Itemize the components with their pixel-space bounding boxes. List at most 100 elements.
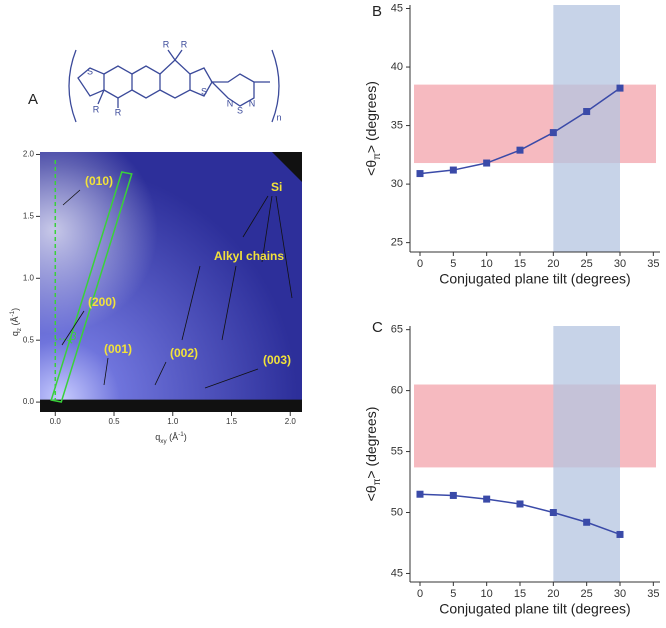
x-tick-label: 0.0 bbox=[50, 417, 62, 426]
atom-label: S bbox=[201, 86, 207, 96]
panel-label: B bbox=[372, 3, 382, 20]
axis-label-part: -1 bbox=[178, 431, 184, 438]
x-tick-label: 10 bbox=[481, 588, 493, 600]
atom-label: N bbox=[227, 98, 234, 108]
marker bbox=[416, 170, 424, 178]
axis-label-part: (Å bbox=[167, 432, 179, 442]
x-tick-label: 15 bbox=[514, 588, 526, 600]
atom-label: R bbox=[115, 107, 122, 117]
x-tick-label: 30 bbox=[614, 258, 626, 270]
atom-label: S bbox=[87, 66, 93, 76]
leader-line bbox=[103, 357, 109, 386]
marker bbox=[616, 530, 624, 538]
axis-label-part: <θ bbox=[363, 485, 379, 501]
axis-label: <θπ> (degrees) bbox=[363, 81, 383, 176]
y-tick-label: 60 bbox=[391, 385, 403, 397]
atom-label: N bbox=[249, 98, 256, 108]
x-tick-label: 20 bbox=[547, 258, 559, 270]
x-tick-label: 25 bbox=[581, 588, 593, 600]
y-tick-label: 25 bbox=[391, 237, 403, 249]
axis-label-part: > (degrees) bbox=[363, 81, 379, 153]
leader-line bbox=[181, 265, 201, 341]
atom-label: R bbox=[163, 39, 170, 49]
axis-label-part: q bbox=[10, 331, 20, 336]
leader-line bbox=[221, 265, 237, 341]
y-tick-label: 45 bbox=[391, 2, 403, 14]
band bbox=[553, 326, 620, 582]
marker bbox=[549, 129, 557, 137]
annotation: β bbox=[69, 331, 77, 343]
marker bbox=[549, 509, 557, 517]
leader-line bbox=[204, 368, 259, 389]
axis-label-part: ) bbox=[10, 308, 20, 311]
x-tick-label: 5 bbox=[450, 258, 456, 270]
x-tick-label: 20 bbox=[547, 588, 559, 600]
marker bbox=[516, 146, 524, 154]
beamstop-shadow bbox=[40, 399, 302, 412]
integration-box bbox=[50, 171, 133, 403]
x-tick-label: 15 bbox=[514, 258, 526, 270]
x-tick-label: 35 bbox=[647, 588, 659, 600]
y-tick-label: 50 bbox=[391, 506, 403, 518]
x-tick-label: 2.0 bbox=[285, 417, 297, 426]
marker bbox=[583, 108, 591, 116]
x-tick-label: 30 bbox=[614, 588, 626, 600]
atom-label: R bbox=[181, 39, 188, 49]
x-tick-label: 25 bbox=[581, 258, 593, 270]
axis-label-part: z bbox=[16, 328, 23, 331]
y-tick-label: 0.0 bbox=[23, 397, 35, 406]
leader-line bbox=[261, 195, 273, 263]
y-tick-label: 30 bbox=[391, 178, 403, 190]
axis-label-part: q bbox=[155, 432, 160, 442]
leader-line bbox=[275, 195, 293, 299]
x-tick-label: 5 bbox=[450, 588, 456, 600]
x-tick-label: 0.5 bbox=[108, 417, 120, 426]
annotation: Alkyl chains bbox=[214, 249, 284, 263]
axis-label: <θπ> (degrees) bbox=[363, 407, 383, 502]
axis-label-part: > (degrees) bbox=[363, 407, 379, 479]
panel-label: C bbox=[372, 319, 383, 336]
axis-label-part: xy bbox=[160, 438, 167, 445]
atom-label: n bbox=[276, 112, 281, 122]
leader-line bbox=[154, 361, 167, 386]
annotation: Si bbox=[271, 180, 282, 194]
band bbox=[553, 5, 620, 252]
axis-label-part: <θ bbox=[363, 160, 379, 176]
y-tick-label: 40 bbox=[391, 61, 403, 73]
annotation: (010) bbox=[85, 174, 113, 188]
x-tick-label: 1.0 bbox=[167, 417, 179, 426]
marker bbox=[483, 159, 491, 167]
y-tick-label: 2.0 bbox=[23, 150, 35, 159]
marker bbox=[449, 166, 457, 174]
x-tick-label: 1.5 bbox=[226, 417, 238, 426]
leader-line bbox=[61, 310, 85, 346]
axis-label-part: π bbox=[372, 153, 383, 160]
y-tick-label: 45 bbox=[391, 567, 403, 579]
y-tick-label: 1.5 bbox=[23, 211, 35, 220]
x-tick-label: 10 bbox=[481, 258, 493, 270]
beta-arc bbox=[55, 338, 74, 345]
axis-label-part: ) bbox=[184, 432, 187, 442]
y-tick-label: 65 bbox=[391, 324, 403, 336]
marker bbox=[516, 500, 524, 508]
axis-label-part: -1 bbox=[9, 310, 16, 316]
annotation: (002) bbox=[170, 346, 198, 360]
marker bbox=[583, 518, 591, 526]
panel-label: A bbox=[28, 91, 38, 108]
marker bbox=[416, 490, 424, 498]
x-tick-label: 0 bbox=[417, 258, 423, 270]
annotation: (003) bbox=[263, 353, 291, 367]
axis-label: qz (Å-1) bbox=[9, 308, 23, 336]
annotation: (200) bbox=[88, 295, 116, 309]
leader-line bbox=[62, 189, 81, 206]
atom-label: R bbox=[93, 104, 100, 114]
marker bbox=[449, 491, 457, 499]
y-tick-label: 35 bbox=[391, 119, 403, 131]
axis-label: qxy (Å-1) bbox=[155, 431, 186, 445]
marker bbox=[616, 84, 624, 92]
x-tick-label: 35 bbox=[647, 258, 659, 270]
y-tick-label: 1.0 bbox=[23, 273, 35, 282]
corner-shadow bbox=[272, 152, 302, 182]
